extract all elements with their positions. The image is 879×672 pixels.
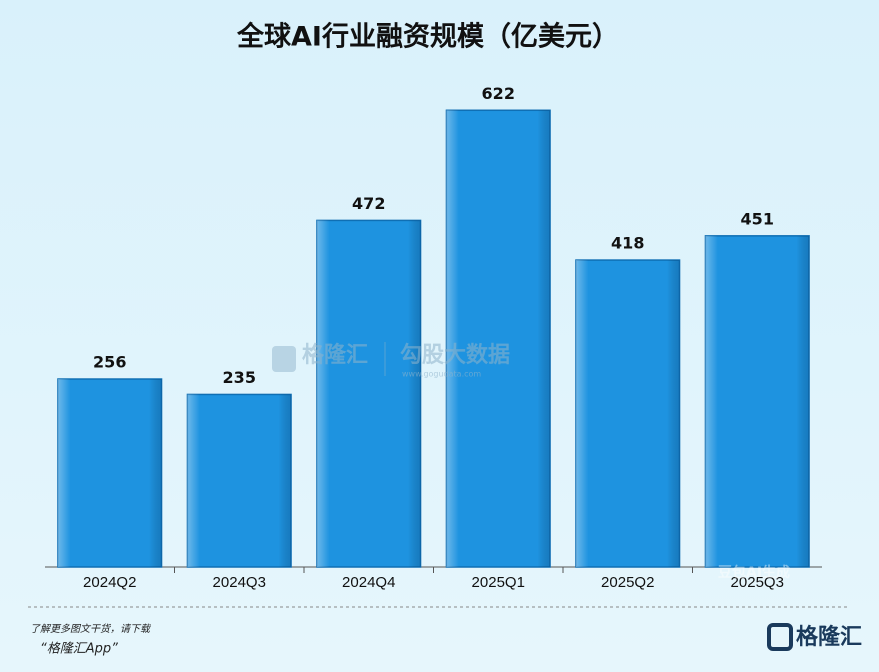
value-label: 235 [223, 368, 256, 387]
x-tick-label: 2025Q2 [601, 574, 654, 591]
generator-mark: 豆包AI生成 [718, 564, 790, 581]
bar-shine [575, 260, 680, 567]
value-label: 418 [611, 234, 644, 253]
chart-title: 全球AI行业融资规模（亿美元） [236, 21, 619, 53]
watermark-partner: 勾股大数据 [400, 342, 510, 368]
footer-logo: 格隆汇 [796, 624, 862, 650]
value-label: 256 [93, 353, 126, 372]
bar-shine [705, 235, 810, 567]
bar-shine [187, 394, 292, 567]
watermark-icon [272, 346, 296, 372]
footer-app: “格隆汇App” [40, 642, 118, 657]
x-tick-label: 2024Q4 [342, 574, 395, 591]
value-label: 451 [741, 209, 774, 228]
value-label: 622 [482, 84, 515, 103]
watermark-url: www.gogudata.com [402, 370, 481, 379]
bar-shine [57, 379, 162, 567]
x-tick-label: 2025Q1 [472, 574, 525, 591]
value-label: 472 [352, 194, 385, 213]
bar-shine [446, 110, 551, 567]
watermark-brand: 格隆汇 [302, 342, 368, 368]
footer-prompt: 了解更多图文干货，请下载 [30, 623, 152, 635]
logo-icon [767, 623, 793, 651]
x-tick-label: 2024Q2 [83, 574, 136, 591]
x-tick-label: 2025Q3 [731, 574, 784, 591]
x-tick-label: 2024Q3 [213, 574, 266, 591]
watermark: 格隆汇 勾股大数据 www.gogudata.com [272, 342, 510, 379]
bar-shine [316, 220, 421, 567]
